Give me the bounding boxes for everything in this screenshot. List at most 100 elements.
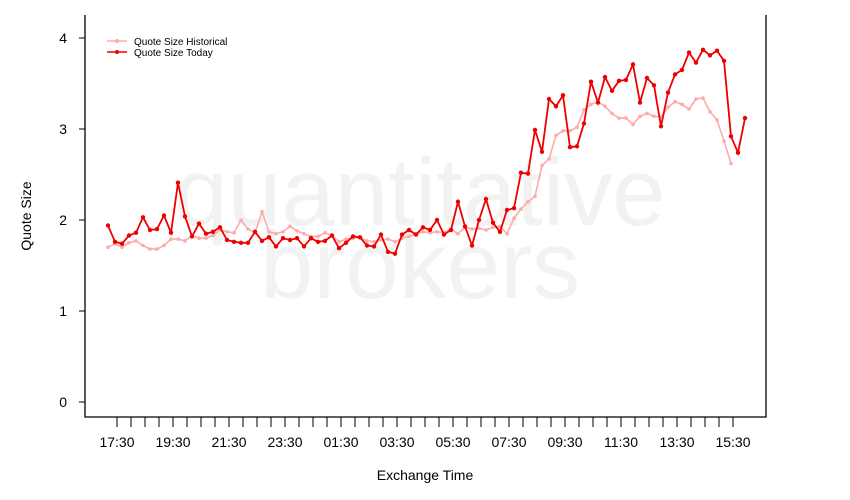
data-point [266, 235, 272, 240]
data-point [238, 240, 244, 245]
data-point [371, 244, 377, 249]
data-point [315, 239, 321, 244]
data-point [252, 229, 258, 234]
data-point [427, 227, 433, 233]
data-point [281, 230, 285, 234]
data-point [420, 225, 426, 230]
data-point [413, 232, 419, 237]
data-point [231, 239, 237, 244]
data-point [526, 200, 530, 204]
data-point [246, 227, 250, 231]
data-point [197, 236, 201, 240]
data-point [175, 180, 181, 185]
data-point [645, 111, 649, 116]
y-tick-label: 1 [59, 303, 67, 319]
data-point [568, 129, 572, 133]
data-point [386, 237, 390, 241]
data-point [302, 231, 306, 236]
data-point [624, 116, 628, 120]
data-point [294, 236, 300, 241]
data-point [484, 228, 488, 232]
data-point [189, 234, 195, 239]
data-point [126, 233, 132, 238]
data-point [176, 237, 180, 241]
data-point [232, 230, 236, 235]
y-axis: 0 1 2 3 4 [59, 30, 85, 410]
data-point [602, 74, 608, 80]
data-point [259, 238, 265, 244]
data-point [211, 233, 215, 238]
x-axis-title: Exchange Time [377, 467, 474, 483]
data-point [274, 231, 278, 236]
data-point [700, 47, 706, 52]
data-point [337, 240, 341, 244]
data-point [323, 230, 327, 235]
data-point [168, 230, 174, 235]
data-point [673, 99, 677, 104]
data-point [617, 116, 621, 120]
data-point [694, 97, 698, 101]
data-point [455, 199, 461, 204]
data-point [582, 108, 586, 112]
x-tick-label: 19:30 [155, 434, 190, 450]
data-point [603, 104, 607, 109]
x-tick-label: 09:30 [547, 434, 582, 450]
data-point [616, 78, 622, 84]
data-point [610, 111, 614, 116]
data-point [561, 129, 565, 133]
data-point [666, 105, 670, 109]
x-tick-label: 13:30 [659, 434, 694, 450]
data-point [546, 96, 552, 102]
data-point [183, 239, 187, 243]
data-point [162, 243, 166, 248]
data-point [120, 245, 124, 250]
data-point [735, 150, 741, 155]
data-point [217, 225, 223, 230]
data-point [728, 134, 734, 139]
data-point [245, 240, 251, 245]
data-point [519, 207, 523, 211]
data-point [680, 102, 684, 107]
data-point [147, 227, 153, 233]
data-point [316, 234, 320, 239]
data-point [462, 224, 468, 229]
watermark-line-2: brokers [260, 212, 580, 319]
data-point [497, 229, 503, 234]
data-point [224, 237, 230, 243]
data-point [399, 232, 405, 237]
data-point [239, 218, 243, 222]
data-point [148, 247, 152, 251]
data-point [693, 60, 699, 65]
data-point [196, 221, 202, 226]
data-point [588, 79, 594, 84]
x-tick-label: 01:30 [323, 434, 358, 450]
data-point [182, 214, 188, 219]
data-point [518, 170, 524, 175]
data-point [554, 133, 558, 138]
data-point [707, 53, 713, 58]
data-point [141, 243, 145, 248]
x-tick-label: 15:30 [715, 434, 750, 450]
data-point [595, 100, 601, 105]
data-point [357, 235, 363, 240]
x-tick-label: 07:30 [491, 434, 526, 450]
data-point [547, 157, 551, 161]
data-point [638, 114, 642, 119]
data-point [532, 127, 538, 133]
y-tick-label: 3 [59, 121, 67, 137]
data-point [679, 67, 685, 73]
data-point [715, 118, 719, 122]
data-point [609, 88, 615, 94]
data-point [651, 83, 657, 88]
data-point [407, 234, 411, 239]
data-point [203, 231, 209, 236]
series-today [105, 47, 748, 256]
data-point [434, 217, 440, 223]
data-point [589, 102, 593, 107]
data-point [133, 230, 139, 235]
x-tick-label: 05:30 [435, 434, 470, 450]
data-point [448, 227, 454, 233]
x-tick-label: 03:30 [379, 434, 414, 450]
data-point [560, 93, 566, 98]
